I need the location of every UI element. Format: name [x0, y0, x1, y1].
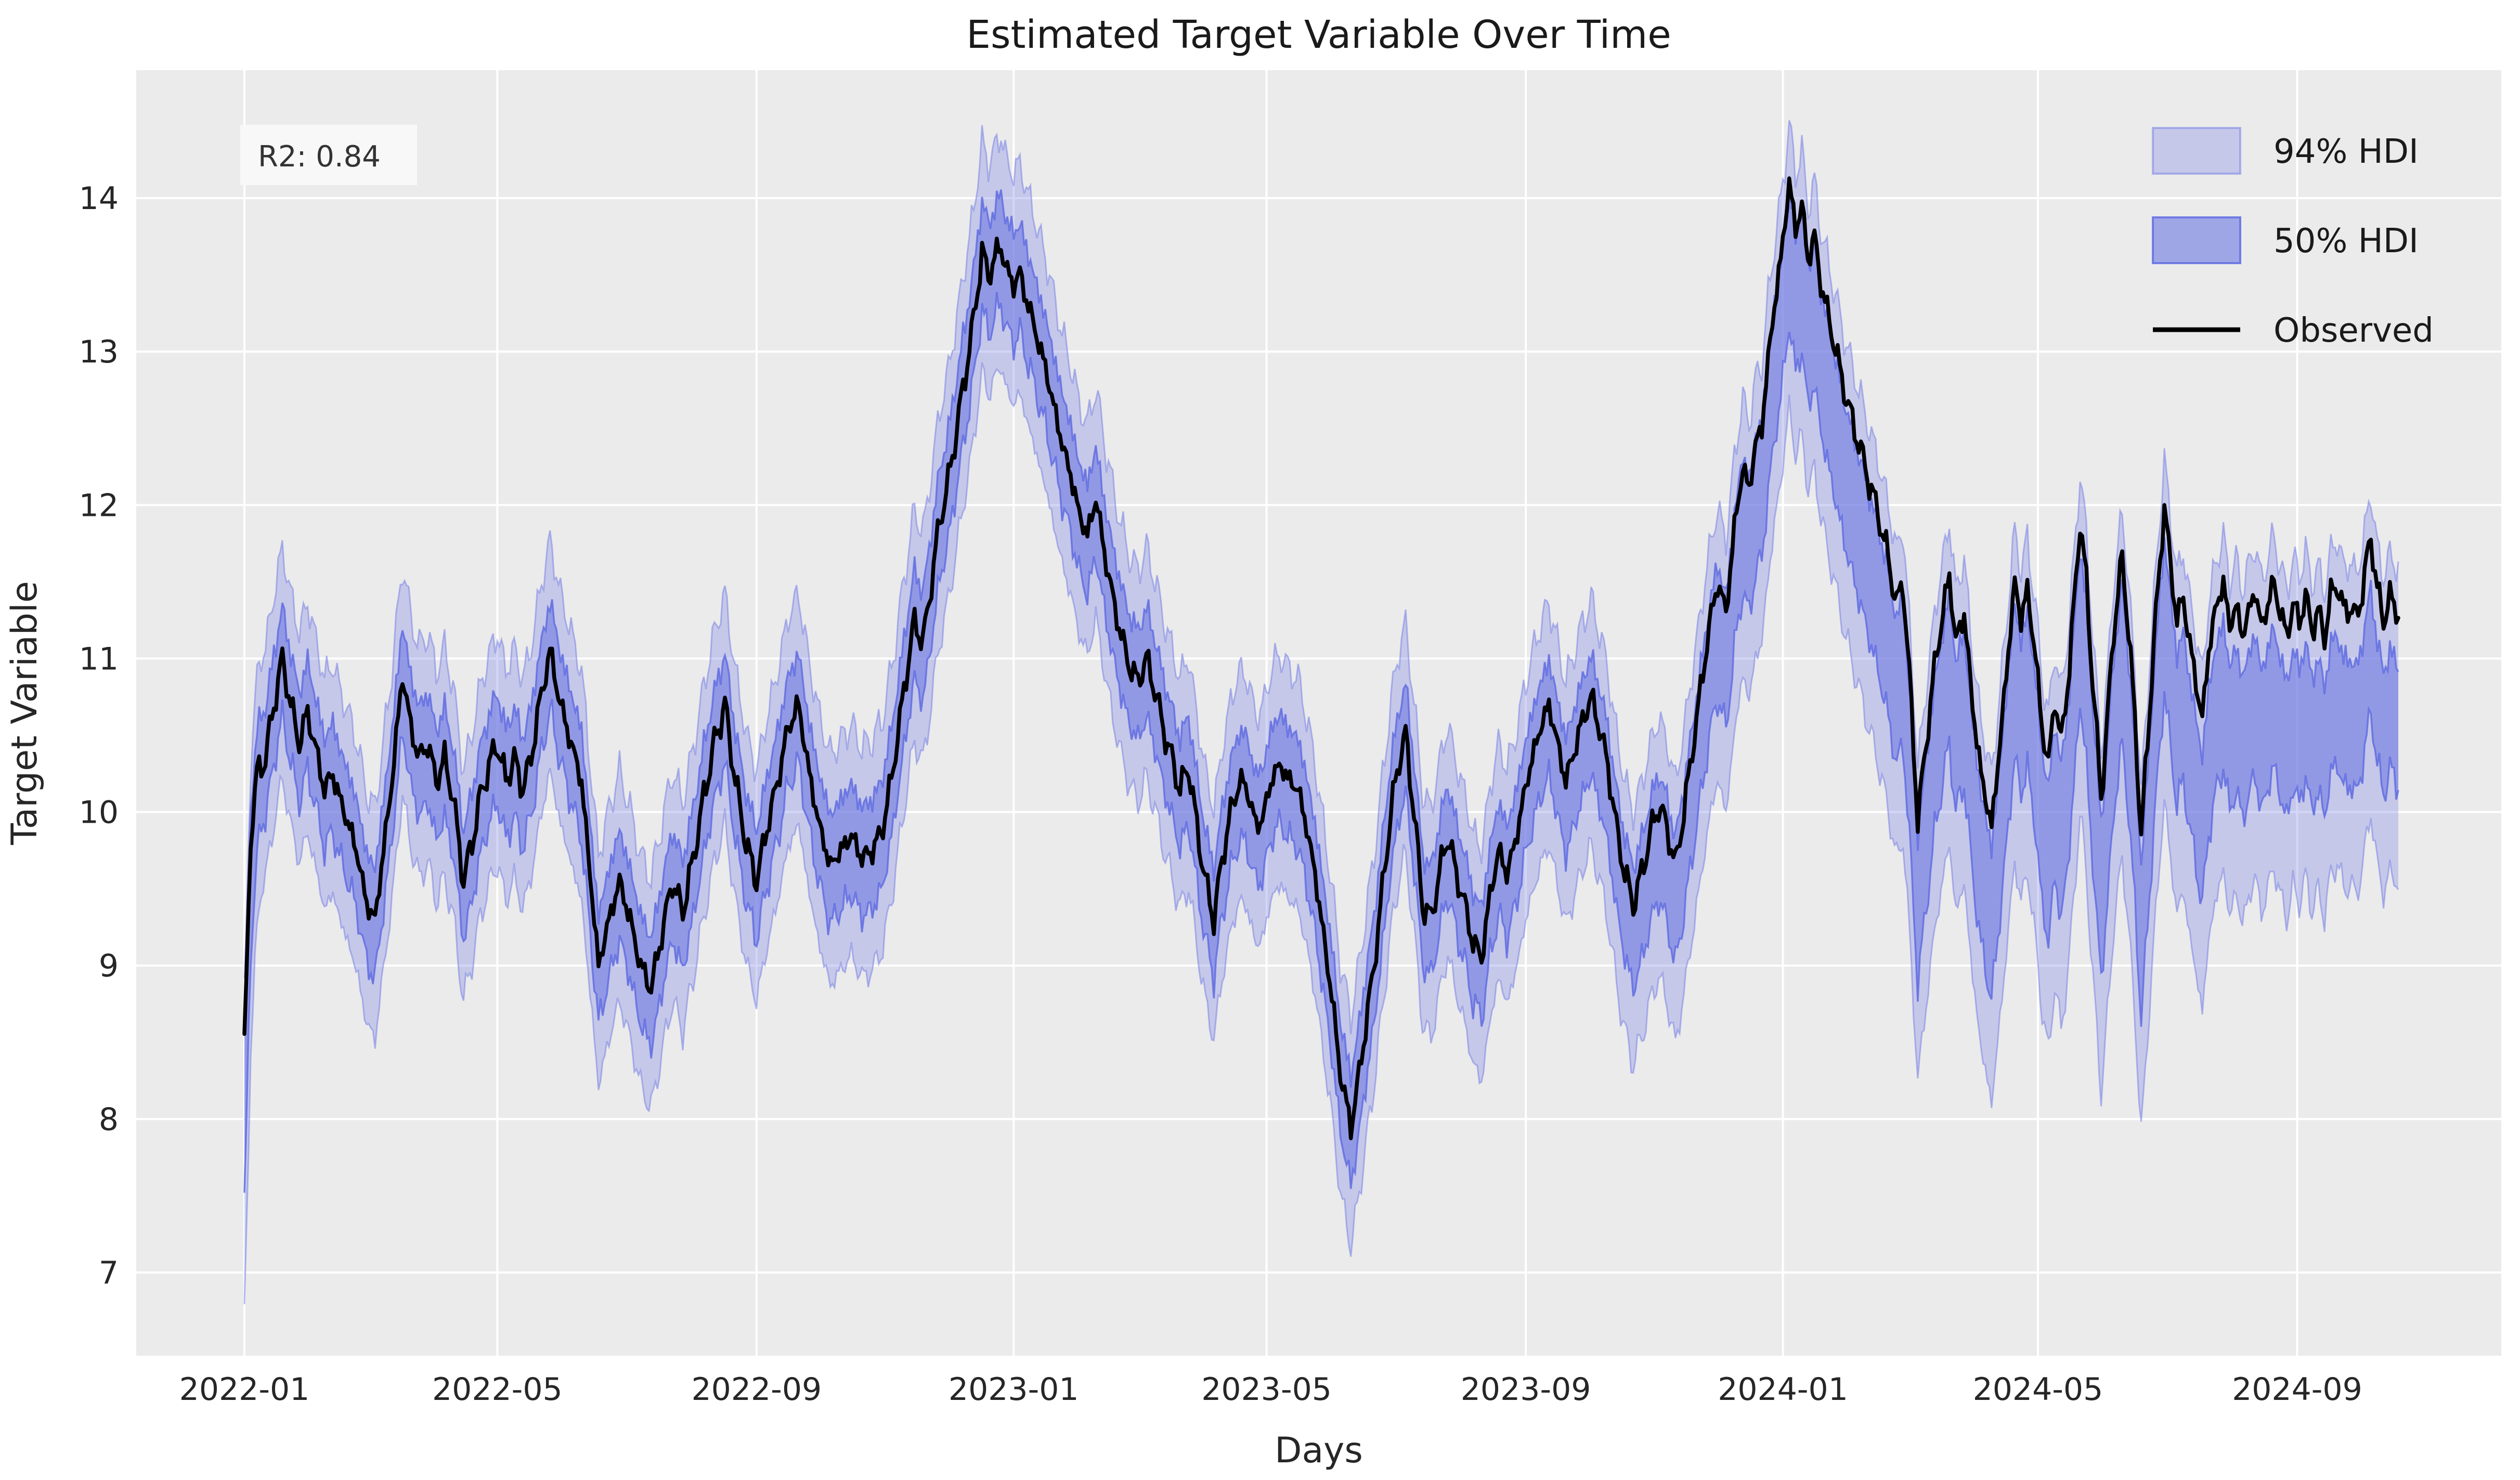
- y-tick-label: 14: [79, 180, 119, 217]
- x-tick-label: 2023-01: [949, 1371, 1079, 1408]
- chart-title: Estimated Target Variable Over Time: [966, 12, 1671, 57]
- x-tick-label: 2022-09: [691, 1371, 822, 1408]
- hdi94-legend-swatch: [2152, 127, 2241, 175]
- x-tick-label: 2024-05: [1973, 1371, 2103, 1408]
- x-axis-tick-labels: 2022-01 2022-05 2022-09 2023-01 2023-05 2023-…: [179, 1371, 2362, 1408]
- y-tick-label: 10: [79, 795, 119, 831]
- hdi50-legend-swatch: [2152, 216, 2241, 264]
- hdi94-lower-edge: [243, 362, 2399, 1304]
- observed-legend-label: Observed: [2274, 311, 2434, 350]
- x-tick-label: 2024-01: [1718, 1371, 1848, 1408]
- y-tick-label: 13: [79, 334, 119, 370]
- y-gridlines: [136, 197, 2501, 1274]
- y-tick-label: 12: [79, 487, 119, 524]
- y-tick-label: 8: [99, 1101, 119, 1138]
- x-tick-label: 2024-09: [2232, 1371, 2362, 1408]
- r2-annotation-background: [240, 125, 417, 185]
- x-tick-label: 2023-05: [1201, 1371, 1332, 1408]
- x-tick-label: 2023-09: [1461, 1371, 1591, 1408]
- y-axis-label: Target Variable: [4, 581, 45, 845]
- hdi50-legend-label: 50% HDI: [2274, 222, 2419, 261]
- hdi50-lower-edge: [243, 292, 2399, 1193]
- observed-line: [242, 176, 2400, 1140]
- r2-annotation: R2: 0.84: [240, 125, 417, 185]
- y-tick-label: 9: [99, 948, 119, 984]
- legend: 94% HDI 50% HDI Observed: [2152, 127, 2434, 350]
- x-tick-label: 2022-01: [179, 1371, 310, 1408]
- hdi94-upper-edge: [243, 120, 2399, 1034]
- hdi50-upper-edge: [243, 176, 2399, 1088]
- x-axis-label: Days: [1275, 1430, 1363, 1471]
- y-tick-label: 11: [79, 641, 119, 677]
- hdi94-band: [244, 120, 2398, 1304]
- y-axis-tick-labels: 7 8 9 10 11 12 13 14: [79, 180, 119, 1291]
- y-tick-label: 7: [99, 1255, 119, 1291]
- x-tick-label: 2022-05: [432, 1371, 563, 1408]
- r2-annotation-text: R2: 0.84: [258, 140, 381, 174]
- hdi94-legend-label: 94% HDI: [2274, 133, 2419, 171]
